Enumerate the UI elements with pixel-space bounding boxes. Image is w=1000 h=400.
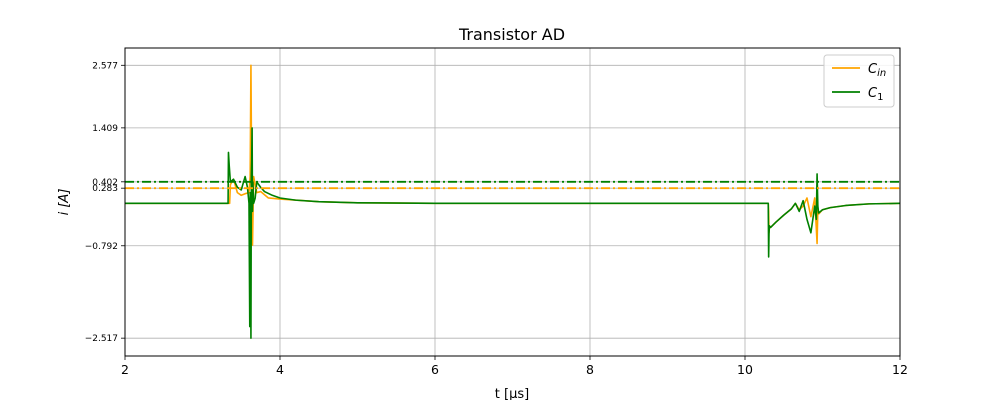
grid — [124, 48, 901, 356]
x-tick-label: 8 — [586, 362, 594, 377]
y-tick-label: −0.792 — [85, 242, 118, 252]
plot-frame — [124, 47, 901, 357]
chart-title: Transistor AD — [458, 25, 565, 44]
x-axis-ticks: 2 4 6 8 10 12 — [121, 356, 908, 377]
x-tick-label: 2 — [121, 362, 129, 377]
series-line-c-1 — [125, 127, 901, 339]
legend-box — [823, 54, 895, 108]
y-tick-label: 2.577 — [92, 61, 118, 71]
plot-series — [125, 64, 901, 339]
x-tick-label: 4 — [276, 362, 284, 377]
x-tick-label: 10 — [737, 362, 753, 377]
y-tick-label: 0.283 — [92, 184, 118, 194]
y-tick-label: −2.517 — [85, 334, 118, 344]
x-axis-label: t [μs] — [495, 387, 529, 400]
x-tick-label: 6 — [431, 362, 439, 377]
y-tick-label: 0.402 — [92, 178, 118, 188]
legend-label: Cin — [868, 62, 886, 79]
x-tick-label: 12 — [892, 362, 908, 377]
legend: Cin C1 — [823, 54, 895, 108]
y-axis-label: i [A] — [57, 189, 72, 216]
series-line-c-in — [125, 64, 901, 246]
legend-label: C1 — [868, 86, 883, 103]
y-tick-label: 1.409 — [92, 124, 118, 134]
